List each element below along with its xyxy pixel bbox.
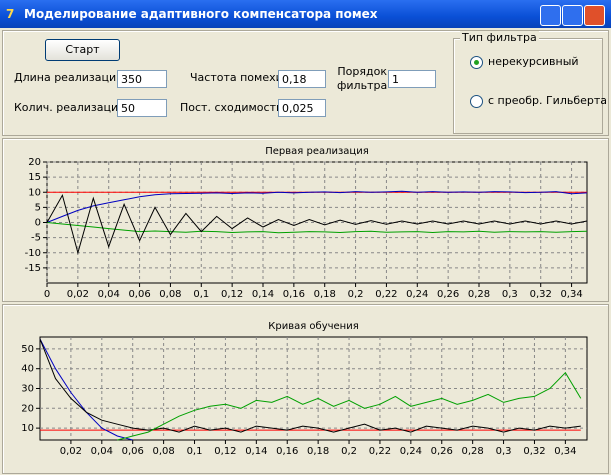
x-tick-label: 0,26 xyxy=(431,446,453,457)
x-tick-label: 0,08 xyxy=(159,289,181,300)
app-icon: 7 xyxy=(6,7,15,21)
close-button[interactable] xyxy=(584,5,605,26)
x-tick-label: 0,32 xyxy=(530,289,552,300)
series-line xyxy=(117,371,582,441)
x-tick-label: 0,22 xyxy=(375,289,397,300)
group-title: Тип фильтра xyxy=(460,31,539,44)
minimize-button[interactable] xyxy=(540,5,561,26)
field-input[interactable]: 0,025 xyxy=(278,99,326,117)
x-tick-label: 0 xyxy=(44,289,50,300)
y-tick-label: 5 xyxy=(35,202,41,213)
y-tick-label: 50 xyxy=(21,344,34,355)
x-tick-label: 0,16 xyxy=(276,446,298,457)
y-tick-label: -5 xyxy=(31,233,41,244)
x-tick-label: 0,2 xyxy=(348,289,364,300)
x-tick-label: 0,02 xyxy=(67,289,89,300)
y-tick-label: 15 xyxy=(28,172,41,183)
x-tick-label: 0,24 xyxy=(400,446,422,457)
series-line xyxy=(46,193,588,255)
x-tick-label: 0,18 xyxy=(307,446,329,457)
field-input[interactable]: 0,18 xyxy=(278,70,326,88)
start-button[interactable]: Старт xyxy=(45,39,120,61)
y-tick-label: 20 xyxy=(21,403,34,414)
window-title: Моделирование адаптивного компенсатора п… xyxy=(24,7,378,21)
chart-panel xyxy=(2,138,609,302)
x-tick-label: 0,24 xyxy=(406,289,428,300)
y-tick-label: 20 xyxy=(28,157,41,168)
x-tick-label: 0,14 xyxy=(252,289,274,300)
chart-panel xyxy=(2,304,609,474)
radio-button[interactable] xyxy=(470,95,483,108)
x-tick-label: 0,2 xyxy=(341,446,357,457)
x-tick-label: 0,26 xyxy=(437,289,459,300)
x-tick-label: 0,12 xyxy=(214,446,236,457)
x-tick-label: 0,04 xyxy=(98,289,120,300)
field-label: Частота помехи xyxy=(190,71,283,84)
y-tick-label: 10 xyxy=(28,187,41,198)
x-tick-label: 0,14 xyxy=(245,446,267,457)
x-tick-label: 0,18 xyxy=(314,289,336,300)
x-tick-label: 0,06 xyxy=(122,446,144,457)
maximize-button[interactable] xyxy=(562,5,583,26)
chart-title: Первая реализация xyxy=(265,146,369,157)
field-input[interactable]: 1 xyxy=(388,70,436,88)
x-tick-label: 0,08 xyxy=(152,446,174,457)
chart-title: Кривая обучения xyxy=(268,321,358,332)
field-label: Порядок фильтра xyxy=(337,65,388,92)
x-tick-label: 0,02 xyxy=(60,446,82,457)
field-label: Пост. сходимости xyxy=(180,101,284,114)
x-tick-label: 0,12 xyxy=(221,289,243,300)
field-label: Длина реализации xyxy=(14,71,124,84)
radio-label[interactable]: с преобр. Гильберта xyxy=(488,94,608,107)
x-tick-label: 0,34 xyxy=(560,289,582,300)
x-tick-label: 0,3 xyxy=(502,289,518,300)
x-tick-label: 0,28 xyxy=(462,446,484,457)
series-line xyxy=(46,190,588,223)
x-tick-label: 0,04 xyxy=(91,446,113,457)
x-tick-label: 0,28 xyxy=(468,289,490,300)
x-tick-label: 0,34 xyxy=(554,446,576,457)
title-bar: 7 Моделирование адаптивного компенсатора… xyxy=(0,0,611,28)
y-tick-label: 40 xyxy=(21,364,34,375)
x-tick-label: 0,16 xyxy=(283,289,305,300)
x-tick-label: 0,06 xyxy=(128,289,150,300)
field-input[interactable]: 50 xyxy=(117,99,167,117)
field-input[interactable]: 350 xyxy=(117,70,167,88)
y-tick-label: -10 xyxy=(25,248,41,259)
series-line xyxy=(46,222,588,234)
x-tick-label: 0,1 xyxy=(193,289,209,300)
radio-label[interactable]: нерекурсивный xyxy=(488,55,579,68)
series-line xyxy=(39,338,581,433)
y-tick-label: 30 xyxy=(21,384,34,395)
y-tick-label: -15 xyxy=(25,263,41,274)
x-tick-label: 0,32 xyxy=(523,446,545,457)
settings-panel xyxy=(2,30,609,136)
y-tick-label: 10 xyxy=(21,423,34,434)
field-label: Колич. реализаций xyxy=(14,101,126,114)
x-tick-label: 0,3 xyxy=(496,446,512,457)
x-tick-label: 0,1 xyxy=(187,446,203,457)
radio-button[interactable] xyxy=(470,56,483,69)
x-tick-label: 0,22 xyxy=(369,446,391,457)
y-tick-label: 0 xyxy=(35,218,41,229)
